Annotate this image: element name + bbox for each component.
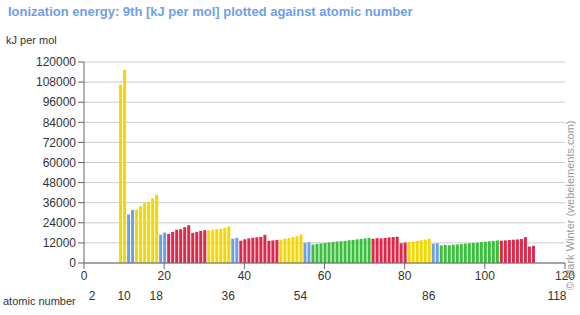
html-text:atomic number: atomic number xyxy=(3,295,76,307)
html-text:Ionization energy: 9th [kJ per: Ionization energy: 9th [kJ per mol] plot… xyxy=(8,4,413,19)
svg-text:© Mark Winter (webelements.com: © Mark Winter (webelements.com) xyxy=(564,121,572,290)
svg-text:96000: 96000 xyxy=(43,95,77,109)
svg-text:10: 10 xyxy=(117,289,131,303)
svg-text:40: 40 xyxy=(238,269,252,283)
svg-text:12000: 12000 xyxy=(43,236,77,250)
svg-text:48000: 48000 xyxy=(43,176,77,190)
svg-text:36: 36 xyxy=(222,289,236,303)
svg-text:20: 20 xyxy=(157,269,171,283)
svg-text:118: 118 xyxy=(547,288,567,303)
svg-text:24000: 24000 xyxy=(43,216,77,230)
svg-text:100: 100 xyxy=(475,269,495,283)
svg-text:60: 60 xyxy=(318,269,332,283)
svg-text:18: 18 xyxy=(149,289,163,303)
svg-text:86: 86 xyxy=(422,289,436,303)
svg-text:80: 80 xyxy=(398,269,412,283)
svg-text:0: 0 xyxy=(81,269,88,283)
svg-text:54: 54 xyxy=(294,289,308,303)
svg-text:0: 0 xyxy=(69,256,76,270)
svg-text:72000: 72000 xyxy=(43,136,77,150)
svg-text:108000: 108000 xyxy=(36,75,76,89)
svg-text:2: 2 xyxy=(89,289,96,303)
html-text:kJ per mol: kJ per mol xyxy=(6,34,57,46)
svg-text:36000: 36000 xyxy=(43,196,77,210)
svg-text:84000: 84000 xyxy=(43,116,77,130)
svg-text:120000: 120000 xyxy=(36,55,76,69)
svg-text:60000: 60000 xyxy=(43,156,77,170)
